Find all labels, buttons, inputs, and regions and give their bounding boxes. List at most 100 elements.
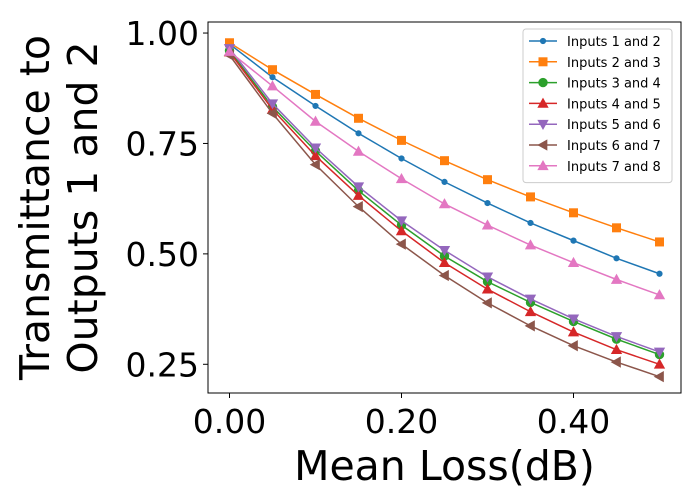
y-axis-label: Transmittance to Outputs 1 and 2 [11,35,107,381]
data-point [309,115,322,126]
x-tick-label: 0.40 [537,402,610,441]
x-tick-label: 0.00 [193,402,266,441]
y-tick-label: 1.00 [126,14,199,53]
data-point [309,143,322,154]
legend-label: Inputs 2 and 3 [567,56,661,71]
plot-frame [207,21,682,394]
data-point [567,340,578,352]
legend-marker [537,139,548,151]
data-point [352,182,365,193]
data-point [354,113,363,123]
data-point [613,255,620,262]
data-point [355,130,362,137]
y-axis-label-line-1: Transmittance to [11,35,59,381]
data-point [352,189,365,200]
legend-label: Inputs 5 and 6 [567,118,661,133]
data-point [612,223,621,233]
data-point [524,294,537,305]
axis-ticks: 0.00 0.20 0.40 0.25 0.50 0.75 1.00 [126,14,611,441]
data-point [481,219,494,230]
data-point [610,332,623,343]
data-point [610,273,623,284]
series-2 [225,38,664,247]
legend-marker [537,119,549,131]
data-point [309,159,320,171]
legend-label: Inputs 3 and 4 [567,77,661,92]
legend-marker [537,97,549,108]
data-point [395,238,406,250]
data-point [567,256,580,268]
data-point [655,237,664,247]
data-point [484,199,491,207]
data-point [438,198,451,209]
y-tick-label: 0.75 [126,124,199,163]
data-point [438,246,451,257]
data-point [483,175,492,185]
legend-marker [538,77,548,88]
data-point [312,102,319,110]
legend-label: Inputs 6 and 7 [567,139,661,154]
data-point [527,219,534,227]
legend-entry: Inputs 7 and 8 [529,160,661,175]
data-point [309,149,322,161]
data-point [656,270,663,277]
data-point [481,297,492,309]
data-point [610,356,621,368]
data-point [269,74,276,81]
data-point [526,192,535,202]
data-point [311,89,320,99]
data-point [352,200,363,213]
data-point [397,135,406,145]
data-point [438,269,449,282]
legend-label: Inputs 4 and 5 [567,97,661,112]
data-point [653,289,666,300]
legend-entry: Inputs 1 and 2 [529,35,661,50]
data-point [570,237,577,244]
data-point [266,99,279,110]
data-point [398,155,405,162]
data-point [653,371,664,383]
data-point [395,172,408,184]
data-point [481,272,494,283]
legend-entry: Inputs 2 and 3 [529,56,661,71]
series-7 [223,45,666,300]
data-point [438,256,451,268]
data-point [481,283,494,294]
x-axis-label: Mean Loss(dB) [294,442,595,490]
legend-entry: Inputs 3 and 4 [529,77,661,92]
legend-marker [537,159,549,171]
x-tick-label: 0.20 [365,402,438,441]
legend-label: Inputs 1 and 2 [567,35,661,50]
legend-entry: Inputs 5 and 6 [529,118,661,133]
legend: Inputs 1 and 2 Inputs 2 and 3 Inputs 3 and… [522,28,673,184]
legend-label: Inputs 7 and 8 [567,160,661,175]
data-point [610,343,623,355]
y-tick-label: 0.25 [126,345,199,384]
series-1 [226,40,663,277]
data-point [567,314,580,325]
data-point [441,178,448,185]
data-point [395,216,408,227]
data-point [352,145,365,156]
data-point [653,347,666,358]
data-point [223,45,236,56]
y-tick-label: 0.50 [126,235,199,274]
data-point [268,65,277,75]
legend-entry: Inputs 6 and 7 [529,139,661,154]
data-point [266,107,277,120]
data-point [567,326,580,337]
data-point [524,305,537,317]
plot-series [223,38,666,383]
data-point [524,239,537,250]
data-point [395,225,408,236]
legend-entry: Inputs 4 and 5 [529,97,661,112]
legend-marker [538,57,548,67]
series-6 [223,49,664,383]
legend-marker [539,37,547,45]
data-point [569,208,578,218]
series-5 [223,44,666,358]
data-point [440,156,449,166]
y-axis-label-line-2: Outputs 1 and 2 [59,41,107,373]
data-point [524,320,535,332]
